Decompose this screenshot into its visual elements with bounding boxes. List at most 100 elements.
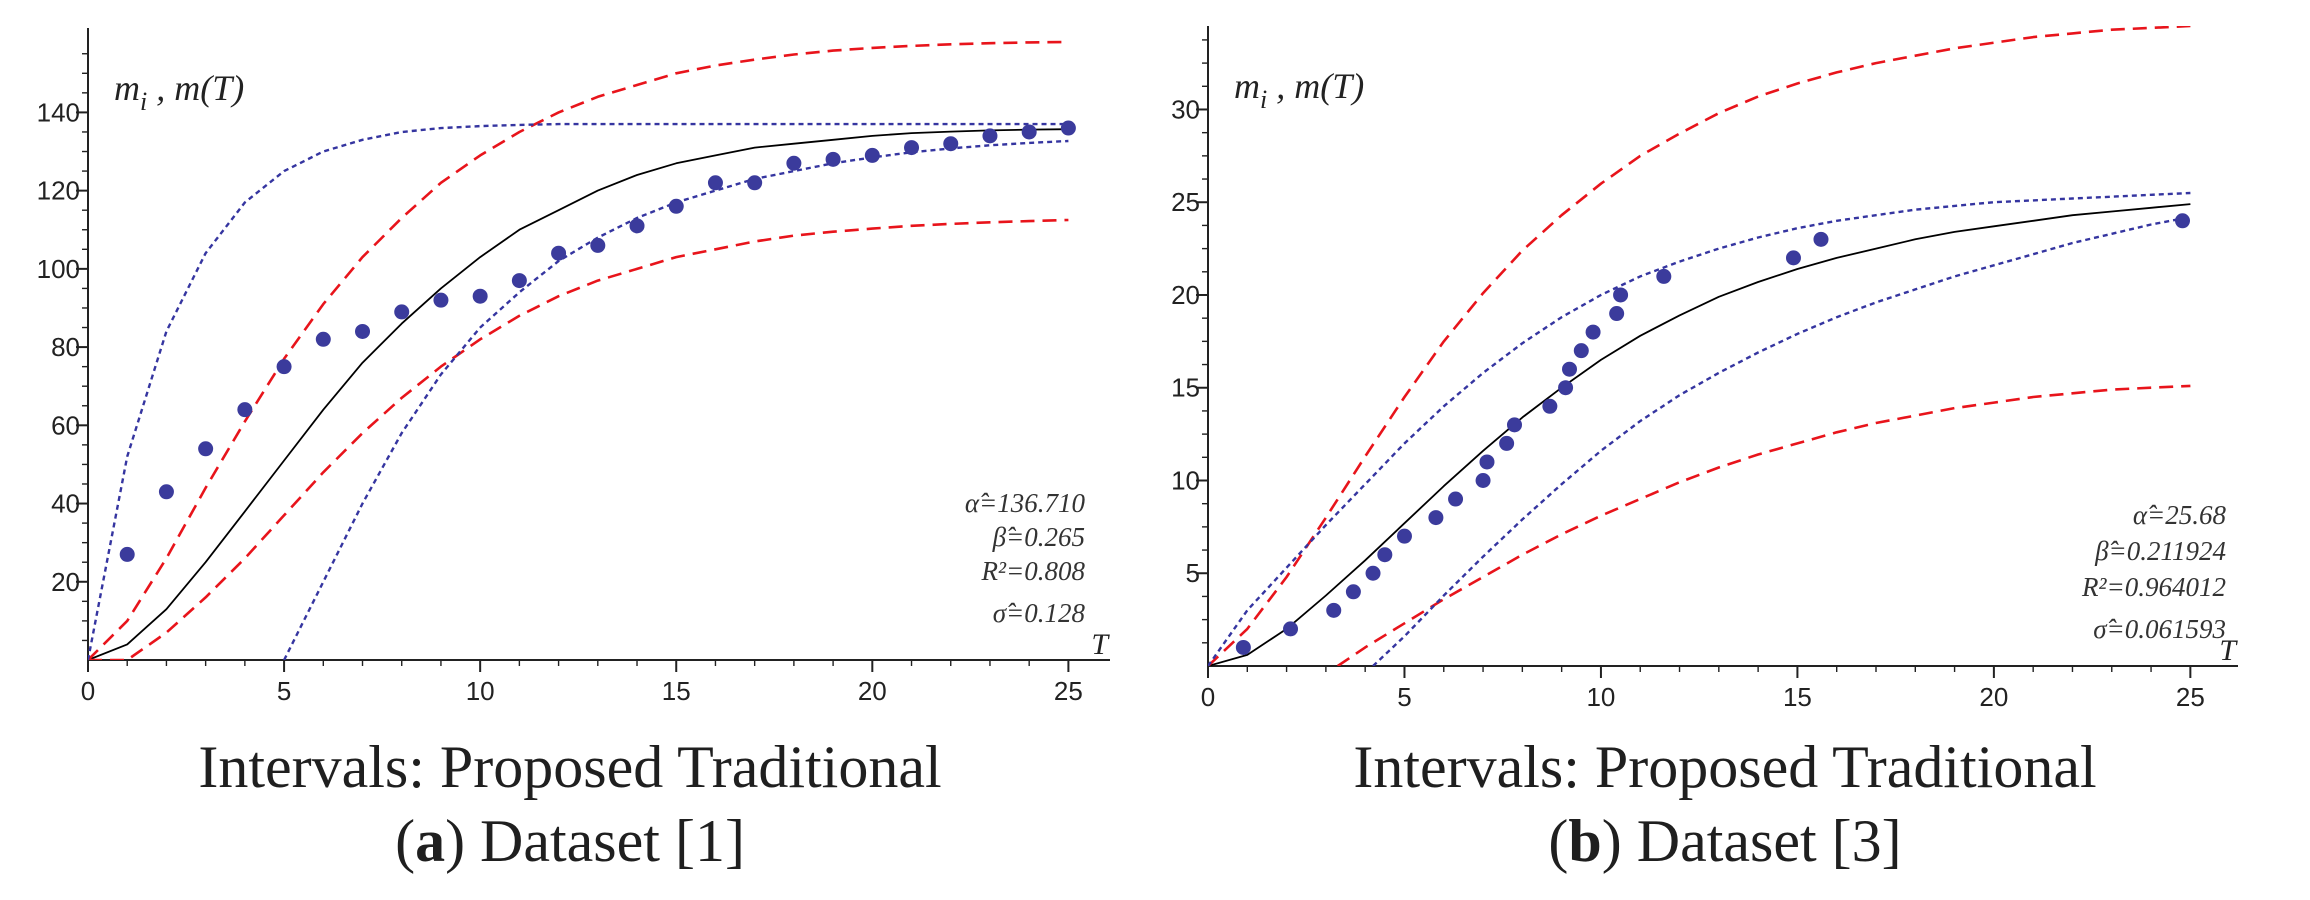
series-line-fitted-mean-m-t- — [1208, 203, 2191, 666]
data-point — [982, 128, 998, 144]
data-point — [1609, 306, 1625, 322]
data-point — [315, 331, 331, 347]
y-tick-label: 100 — [37, 254, 80, 284]
data-point — [1506, 417, 1522, 433]
data-point — [551, 245, 567, 261]
x-tick-label: 25 — [1054, 676, 1083, 706]
x-tick-label: 20 — [1979, 682, 2008, 712]
y-tick-label: 40 — [51, 489, 80, 519]
data-point — [1396, 528, 1412, 544]
y-tick-label: 20 — [51, 567, 80, 597]
fit-annotation: σ̂=0.128 — [993, 598, 1086, 628]
chart-panel-a: 0 5 10 15 20 25 20 40 60 80 100 120 140 Tmi , m(T) α̂=… — [37, 28, 1110, 706]
y-axis-label-rest: , m(T) — [147, 68, 244, 108]
dataset-label-a: Dataset [1] — [480, 808, 745, 874]
fit-annotation: β̂=0.211924 — [2094, 536, 2226, 566]
data-point — [747, 175, 763, 191]
fit-annotation: R²=0.808 — [980, 556, 1085, 586]
y-tick-label: 5 — [1186, 558, 1200, 588]
series-line-traditional-interval-upper — [88, 122, 1069, 660]
y-axis-label-main: m — [114, 68, 140, 108]
chart-panel-b: 0 5 10 15 20 25 5 10 15 20 25 30 Tmi , m(T) α̂=25.68 β… — [1171, 26, 2238, 712]
fit-annotation: α̂=136.710 — [965, 488, 1086, 518]
data-point — [590, 237, 606, 253]
y-tick-label: 10 — [1171, 465, 1200, 495]
series-line-traditional-interval-lower — [283, 139, 1069, 660]
y-tick-label: 15 — [1171, 373, 1200, 403]
data-point — [1499, 435, 1515, 451]
data-point — [1475, 472, 1491, 488]
data-point — [119, 546, 135, 562]
data-point — [198, 441, 214, 457]
data-point — [1428, 510, 1444, 526]
data-point — [1558, 380, 1574, 396]
y-tick-label: 25 — [1171, 187, 1200, 217]
x-tick-label: 5 — [1397, 682, 1411, 712]
data-point — [1377, 547, 1393, 563]
x-axis-label: T — [1091, 628, 1110, 661]
y-axis-label: mi , m(T) — [1234, 66, 1364, 114]
data-point — [1365, 565, 1381, 581]
series-line-traditional-interval-upper — [1208, 191, 2191, 666]
data-point — [1479, 454, 1495, 470]
data-point — [1326, 602, 1342, 618]
data-point — [904, 140, 920, 156]
series-line-proposed-interval-lower — [88, 218, 1069, 660]
data-point — [629, 218, 645, 234]
data-point — [394, 304, 410, 320]
caption-intervals-a: Intervals: Proposed Traditional — [198, 734, 942, 800]
data-point — [1448, 491, 1464, 507]
fit-annotation: β̂=0.265 — [992, 522, 1085, 552]
panel-label-a: a — [415, 808, 446, 874]
caption-dataset-a: (a) Dataset [1] — [395, 808, 745, 874]
fit-annotation: R²=0.964012 — [2081, 572, 2226, 602]
y-axis-label: mi , m(T) — [114, 68, 244, 116]
data-point — [943, 136, 959, 152]
y-axis-label-sub: i — [140, 87, 147, 116]
y-tick-label: 140 — [37, 97, 80, 127]
data-point — [1542, 398, 1558, 414]
data-point — [1813, 231, 1829, 247]
x-axis-label: T — [2219, 634, 2238, 667]
data-point — [1562, 361, 1578, 377]
data-point — [1585, 324, 1601, 340]
data-point — [237, 402, 253, 418]
series-line-proposed-interval-lower — [1336, 384, 2191, 666]
data-point — [2174, 213, 2190, 229]
data-point — [158, 484, 174, 500]
data-point — [355, 323, 371, 339]
y-tick-label: 120 — [37, 176, 80, 206]
caption-intervals-b: Intervals: Proposed Traditional — [1353, 734, 2097, 800]
x-tick-label: 0 — [1201, 682, 1215, 712]
data-point — [707, 175, 723, 191]
x-tick-label: 10 — [1586, 682, 1615, 712]
y-axis-label-sub: i — [1260, 85, 1267, 114]
x-tick-label: 5 — [277, 676, 291, 706]
data-point — [1613, 287, 1629, 303]
data-point — [825, 151, 841, 167]
dataset-label-b: Dataset [3] — [1636, 808, 1902, 874]
series-line-fitted-mean-m-t- — [88, 128, 1069, 660]
y-tick-label: 80 — [51, 332, 80, 362]
data-point — [276, 359, 292, 375]
y-tick-label: 20 — [1171, 280, 1200, 310]
data-point — [1283, 621, 1299, 637]
data-point — [472, 288, 488, 304]
data-point — [1573, 343, 1589, 359]
data-point — [1021, 124, 1037, 140]
data-point — [433, 292, 449, 308]
fit-annotation: α̂=25.68 — [2133, 500, 2227, 530]
data-point — [1060, 120, 1076, 136]
x-tick-label: 15 — [662, 676, 691, 706]
series-line-traditional-interval-lower — [1372, 215, 2191, 666]
data-point — [864, 147, 880, 163]
panel-label-b: b — [1568, 808, 1602, 874]
data-point — [1345, 584, 1361, 600]
x-tick-label: 0 — [81, 676, 95, 706]
x-tick-label: 10 — [466, 676, 495, 706]
fit-annotation: σ̂=0.061593 — [2093, 614, 2226, 644]
data-point — [786, 155, 802, 171]
data-point — [511, 273, 527, 289]
caption-dataset-b: (b) Dataset [3] — [1548, 808, 1902, 874]
